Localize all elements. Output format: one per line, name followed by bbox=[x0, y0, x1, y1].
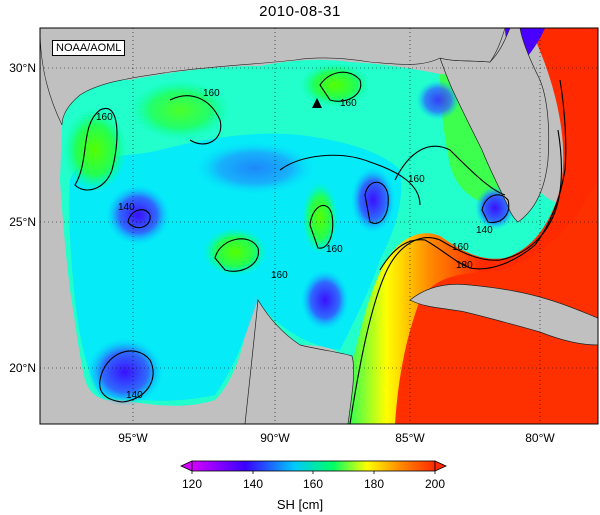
contour-label: 160 bbox=[203, 88, 220, 99]
contour-lines bbox=[74, 71, 567, 424]
contour-label: 140 bbox=[118, 202, 135, 213]
contour-label: 160 bbox=[326, 244, 343, 255]
yucatan-land bbox=[244, 298, 354, 424]
lon-tick-label: 90°W bbox=[260, 431, 290, 445]
colorbar-tick-label: 140 bbox=[243, 477, 263, 491]
contour-label: 160 bbox=[96, 112, 113, 123]
low-eddy-north bbox=[416, 80, 460, 120]
florida-land bbox=[439, 28, 550, 223]
high-eddy-east bbox=[302, 182, 338, 254]
low-eddy-west bbox=[106, 185, 170, 245]
low-eddy-shelf bbox=[195, 142, 315, 194]
low-eddy-south bbox=[301, 270, 349, 330]
high-eddy-north bbox=[300, 63, 370, 107]
lon-tick-label: 80°W bbox=[525, 431, 555, 445]
lon-tick-label: 95°W bbox=[118, 431, 148, 445]
low-eddy-southwest bbox=[87, 338, 163, 406]
contour-label: 160 bbox=[408, 174, 425, 185]
colorbar-tick-label: 160 bbox=[303, 477, 323, 491]
lat-tick-label: 25°N bbox=[9, 215, 36, 229]
colorbar-tick-label: 180 bbox=[364, 477, 384, 491]
contour-label: 140 bbox=[126, 390, 143, 401]
map-frame bbox=[39, 27, 599, 425]
colorbar: 120 140 160 180 200 bbox=[180, 460, 447, 491]
us-gulf-coast-land bbox=[40, 28, 506, 126]
high-eddy-central bbox=[203, 228, 267, 276]
colorbar-tick-label: 120 bbox=[182, 477, 202, 491]
contour-label: 160 bbox=[452, 242, 469, 253]
mexico-land bbox=[40, 28, 120, 424]
lat-tick-label: 20°N bbox=[9, 361, 36, 375]
map-title: 2010-08-31 bbox=[259, 3, 341, 20]
high-eddy-northwest bbox=[130, 80, 230, 140]
contour-label: 140 bbox=[476, 225, 493, 236]
credit-label: NOAA/AOML bbox=[52, 40, 126, 56]
colorbar-label: SH [cm] bbox=[276, 497, 324, 512]
lon-tick-label: 85°W bbox=[395, 431, 425, 445]
colorbar-tick-label: 200 bbox=[425, 477, 445, 491]
contour-label: 160 bbox=[271, 270, 288, 281]
contour-label: 180 bbox=[456, 260, 473, 271]
lat-tick-label: 30°N bbox=[9, 61, 36, 75]
graticule bbox=[40, 28, 598, 424]
contour-label: 160 bbox=[340, 98, 357, 109]
triangle-marker-icon bbox=[312, 98, 322, 108]
high-eddy-west bbox=[63, 108, 127, 192]
